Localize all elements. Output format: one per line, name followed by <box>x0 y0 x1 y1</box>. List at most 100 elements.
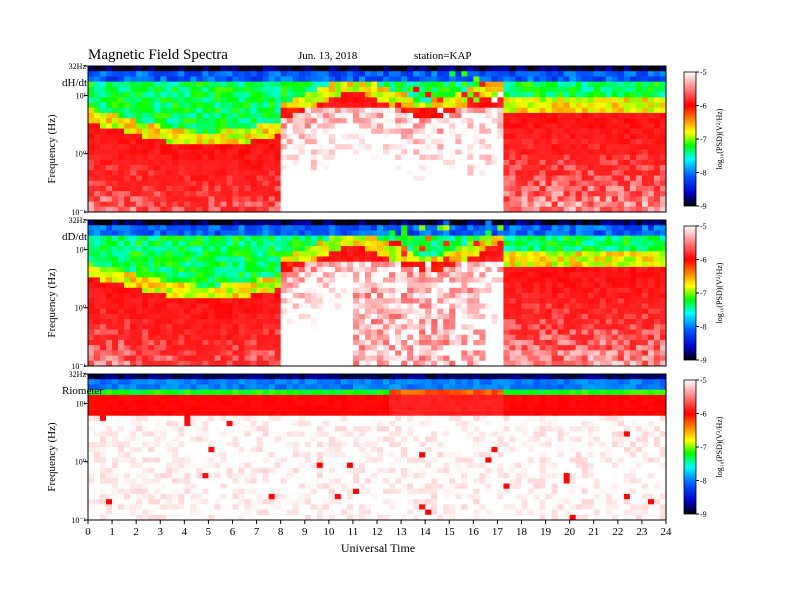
heatmap-cell <box>238 92 245 98</box>
heatmap-cell <box>437 277 444 283</box>
heatmap-cell <box>196 345 203 351</box>
heatmap-cell <box>232 225 239 231</box>
heatmap-cell <box>473 308 480 315</box>
heatmap-cell <box>425 350 432 356</box>
heatmap-cell <box>521 303 528 310</box>
heatmap-cell <box>166 139 173 145</box>
heatmap-cell <box>617 139 625 145</box>
heatmap-cell <box>443 360 450 367</box>
heatmap-cell <box>539 334 546 341</box>
heatmap-cell <box>497 128 504 135</box>
heatmap-cell <box>557 144 565 150</box>
heatmap-cell <box>599 165 607 171</box>
heatmap-cell <box>142 266 149 273</box>
heatmap-cell <box>611 149 619 156</box>
heatmap-cell <box>557 149 565 156</box>
heatmap-cell <box>178 230 185 237</box>
heatmap-cell <box>184 71 191 77</box>
heatmap-cell <box>304 154 312 161</box>
heatmap-cell <box>437 225 444 231</box>
heatmap-cell <box>238 266 245 273</box>
heatmap-cell <box>352 201 360 208</box>
heatmap-cell <box>623 128 631 135</box>
heatmap-cell <box>172 240 179 247</box>
heatmap-cell <box>455 246 462 252</box>
heatmap-cell <box>286 225 294 231</box>
heatmap-cell <box>467 144 474 150</box>
heatmap-cell <box>268 206 276 213</box>
heatmap-cell <box>208 66 215 72</box>
heatmap-cell <box>178 350 185 356</box>
heatmap-cell <box>419 154 426 161</box>
heatmap-cell <box>100 81 107 88</box>
heatmap-cell <box>286 201 294 208</box>
heatmap-cell <box>581 133 589 140</box>
heatmap-cell <box>196 170 203 176</box>
heatmap-cell <box>545 319 552 325</box>
heatmap-cell <box>142 185 149 192</box>
heatmap-cell <box>659 144 667 150</box>
heatmap-cell <box>473 201 480 208</box>
heatmap-cell <box>226 81 233 88</box>
heatmap-cell <box>473 97 480 103</box>
heatmap-cell <box>316 230 324 237</box>
heatmap-cell <box>569 107 577 114</box>
heatmap-cell <box>461 133 468 140</box>
heatmap-cell <box>521 298 528 304</box>
heatmap-cell <box>232 170 239 176</box>
heatmap-cell <box>599 191 607 197</box>
heatmap-cell <box>112 196 119 202</box>
heatmap-cell <box>112 102 119 109</box>
heatmap-cell <box>455 165 462 171</box>
heatmap-cell <box>118 102 125 109</box>
heatmap-cell <box>352 272 360 278</box>
heatmap-cell <box>100 128 107 135</box>
heatmap-cell <box>322 71 330 77</box>
heatmap-cell <box>214 206 221 213</box>
heatmap-cell <box>274 272 282 278</box>
heatmap-cell <box>310 256 318 263</box>
heatmap-cell <box>431 185 438 192</box>
heatmap-cell <box>479 240 486 247</box>
heatmap-cell <box>539 277 546 283</box>
heatmap-cell <box>184 282 191 289</box>
heatmap-cell <box>142 345 149 351</box>
heatmap-cell <box>383 144 390 150</box>
heatmap-cell <box>340 329 348 336</box>
heatmap-cell <box>190 334 197 341</box>
heatmap-cell <box>370 66 378 72</box>
heatmap-cell <box>298 154 306 161</box>
heatmap-cell <box>160 308 167 315</box>
heatmap-cell <box>256 97 263 103</box>
heatmap-cell <box>491 86 498 93</box>
heatmap-cell <box>515 159 522 166</box>
heatmap-cell <box>575 175 583 182</box>
heatmap-cell <box>485 81 492 88</box>
heatmap-cell <box>437 86 444 93</box>
heatmap-cell <box>497 246 504 252</box>
heatmap-cell <box>389 71 396 77</box>
heatmap-cell <box>419 92 426 98</box>
heatmap-cell <box>220 345 227 351</box>
heatmap-cell <box>100 339 107 346</box>
heatmap-cell <box>401 246 408 252</box>
heatmap-cell <box>208 154 215 161</box>
heatmap-cell <box>196 230 203 237</box>
heatmap-cell <box>214 313 221 320</box>
heatmap-cell <box>130 97 137 103</box>
heatmap-cell <box>479 185 486 192</box>
heatmap-cell <box>94 118 101 124</box>
heatmap-cell <box>238 230 245 237</box>
heatmap-cell <box>142 149 149 156</box>
heatmap-cell <box>467 165 474 171</box>
heatmap-cell <box>292 272 300 278</box>
heatmap-cell <box>443 71 450 77</box>
heatmap-cell <box>322 196 330 202</box>
heatmap-cell <box>166 128 173 135</box>
heatmap-cell <box>106 345 113 351</box>
heatmap-cell <box>250 272 257 278</box>
heatmap-cell <box>539 107 546 114</box>
heatmap-cell <box>322 66 330 72</box>
heatmap-cell <box>346 293 354 299</box>
heatmap-cell <box>286 66 294 72</box>
